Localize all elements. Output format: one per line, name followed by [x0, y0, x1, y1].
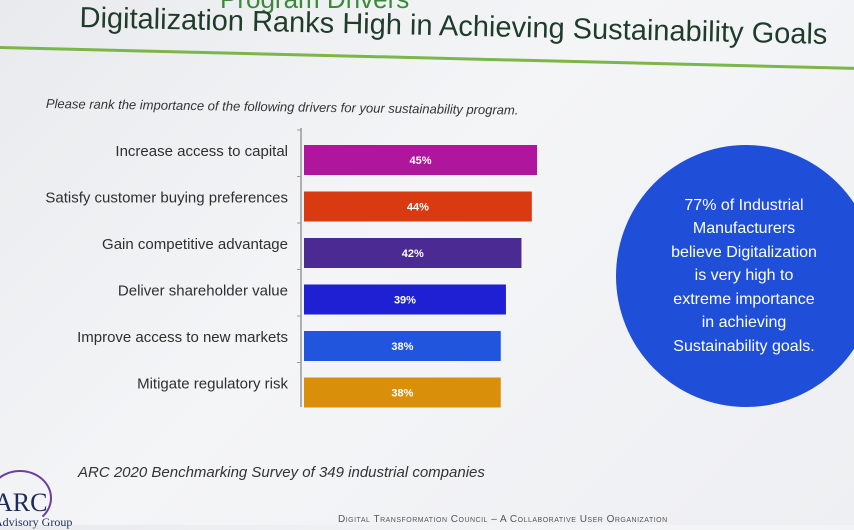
value-label: 42%: [402, 248, 424, 260]
logo-text: ARC: [0, 488, 48, 517]
value-label: 39%: [394, 294, 416, 306]
logo-arc-icon: [0, 470, 52, 526]
bar: [304, 238, 522, 268]
bar: [304, 331, 501, 361]
value-label: 44%: [407, 201, 429, 213]
arc-logo: ARC Advisory Group: [0, 470, 72, 530]
footer-text: Digital Transformation Council – A Colla…: [338, 514, 668, 525]
value-label: 38%: [391, 341, 413, 353]
bar: [304, 191, 532, 222]
value-label: 45%: [409, 155, 431, 167]
callout-circle: 77% of Industrial Manufacturers believe …: [616, 145, 854, 407]
category-label: Increase access to capital: [115, 143, 288, 160]
bar: [304, 284, 506, 315]
category-label: Deliver shareholder value: [118, 282, 288, 299]
category-label: Mitigate regulatory risk: [137, 375, 288, 392]
logo-subtitle: Advisory Group: [0, 515, 73, 529]
slide-top-title: Program Drivers: [220, 0, 409, 15]
bar: [304, 377, 501, 408]
bar: [304, 145, 537, 175]
source-note: ARC 2020 Benchmarking Survey of 349 indu…: [78, 464, 485, 481]
value-label: 38%: [391, 387, 413, 399]
category-label: Improve access to new markets: [77, 329, 288, 346]
callout-text: 77% of Industrial Manufacturers believe …: [671, 196, 817, 355]
category-label: Satisfy customer buying preferences: [45, 189, 288, 206]
category-label: Gain competitive advantage: [102, 236, 288, 253]
